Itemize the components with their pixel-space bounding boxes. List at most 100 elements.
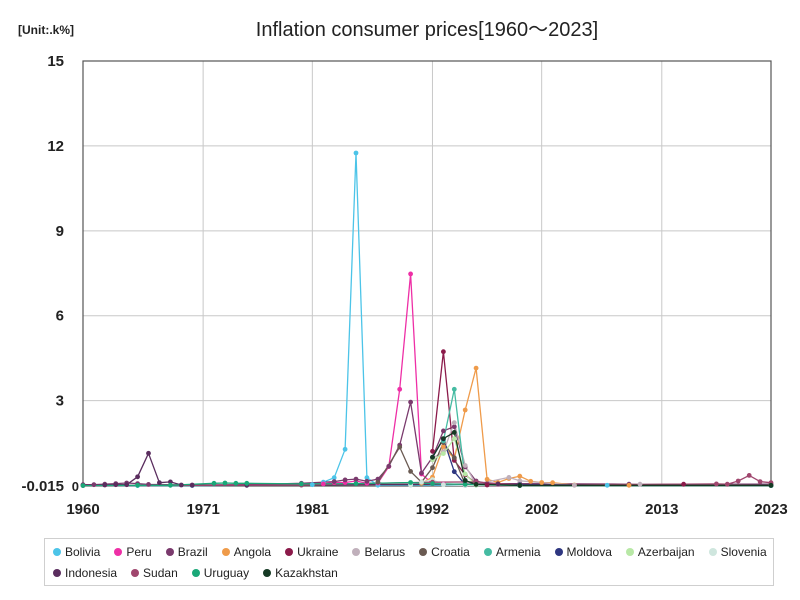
data-point-ukraine bbox=[681, 481, 686, 487]
legend-marker bbox=[114, 547, 123, 556]
unit-label: [Unit:.k%] bbox=[18, 23, 74, 37]
data-point-uruguay bbox=[462, 482, 468, 487]
data-point-croatia bbox=[397, 444, 403, 450]
data-point-brazil bbox=[91, 482, 97, 488]
legend-label: Uruguay bbox=[203, 565, 250, 580]
data-point-indonesia bbox=[113, 482, 119, 488]
data-point-brazil bbox=[364, 478, 370, 484]
y-tick-label: 12 bbox=[47, 138, 64, 155]
data-point-uruguay bbox=[211, 480, 217, 486]
y-tick-label: 15 bbox=[47, 53, 64, 70]
data-point-brazil bbox=[441, 428, 446, 434]
legend-marker bbox=[285, 547, 294, 556]
data-point-croatia bbox=[451, 455, 457, 461]
x-tick-label: 2023 bbox=[754, 501, 787, 518]
legend-item-armenia: Armenia bbox=[483, 543, 541, 560]
x-tick-label: 1971 bbox=[186, 501, 219, 518]
legend-marker bbox=[221, 547, 230, 556]
data-point-croatia bbox=[430, 465, 435, 471]
legend-label: Brazil bbox=[177, 544, 208, 559]
data-point-bolivia bbox=[353, 150, 359, 156]
x-tick-label: 2013 bbox=[645, 501, 678, 518]
data-point-kazakhstan bbox=[430, 454, 435, 460]
legend-item-kazakhstan: Kazakhstan bbox=[263, 564, 338, 581]
x-tick-label: 1960 bbox=[66, 501, 99, 518]
legend-label: Sudan bbox=[143, 565, 178, 580]
data-point-bolivia bbox=[342, 446, 348, 452]
data-point-uruguay bbox=[233, 480, 239, 486]
legend-label: Kazakhstan bbox=[275, 565, 338, 580]
data-point-croatia bbox=[375, 479, 381, 485]
legend-item-bolivia: Bolivia bbox=[53, 543, 100, 560]
data-point-angola bbox=[550, 480, 555, 486]
legend-marker bbox=[419, 547, 428, 556]
data-point-uruguay bbox=[353, 481, 359, 486]
data-point-belarus bbox=[451, 420, 457, 426]
data-point-sudan bbox=[714, 481, 719, 487]
data-point-armenia bbox=[451, 386, 457, 392]
legend-item-moldova: Moldova bbox=[554, 543, 612, 560]
data-point-sudan bbox=[757, 479, 763, 484]
legend-item-peru: Peru bbox=[114, 543, 152, 560]
data-point-brazil bbox=[331, 479, 337, 484]
legend-label: Azerbaijan bbox=[637, 544, 695, 559]
legend-label: Indonesia bbox=[65, 565, 118, 580]
data-point-peru bbox=[320, 481, 326, 487]
data-point-indonesia bbox=[189, 482, 195, 488]
legend-marker bbox=[191, 568, 200, 577]
legend-label: Ukraine bbox=[297, 544, 339, 559]
data-point-indonesia bbox=[157, 480, 162, 486]
data-point-brazil bbox=[342, 477, 348, 483]
data-point-brazil bbox=[353, 476, 359, 482]
data-point-brazil bbox=[146, 482, 151, 487]
y-tick-label: 6 bbox=[56, 308, 64, 325]
data-point-ukraine bbox=[430, 448, 435, 454]
data-point-sudan bbox=[724, 481, 730, 487]
data-point-angola bbox=[517, 473, 523, 479]
legend-marker bbox=[352, 547, 361, 556]
data-point-brazil bbox=[451, 424, 457, 430]
data-point-belarus bbox=[462, 463, 468, 468]
data-point-angola bbox=[441, 444, 446, 449]
data-point-croatia bbox=[408, 469, 413, 474]
y-tick-label: 9 bbox=[56, 223, 64, 240]
data-point-belarus bbox=[572, 482, 577, 488]
legend-marker bbox=[483, 547, 492, 556]
legend-item-croatia: Croatia bbox=[419, 543, 470, 560]
legend-marker bbox=[625, 547, 634, 556]
data-point-uruguay bbox=[299, 481, 304, 487]
data-point-indonesia bbox=[178, 482, 184, 488]
data-point-angola bbox=[626, 482, 632, 488]
data-point-uruguay bbox=[168, 482, 173, 488]
legend-label: Armenia bbox=[495, 544, 541, 559]
legend-item-sudan: Sudan bbox=[131, 564, 178, 581]
data-point-belarus bbox=[637, 481, 643, 487]
data-point-angola bbox=[462, 407, 468, 413]
legend-label: Croatia bbox=[431, 544, 470, 559]
data-point-azerbaijan bbox=[462, 471, 468, 477]
data-point-indonesia bbox=[135, 474, 141, 480]
x-tick-label: 1981 bbox=[296, 501, 329, 518]
data-point-bolivia bbox=[331, 475, 337, 481]
legend-items: Bolivia Peru Brazil Angola Ukraine Belarus Cro… bbox=[53, 543, 767, 581]
data-point-moldova bbox=[451, 469, 457, 475]
data-point-azerbaijan bbox=[451, 436, 457, 441]
data-point-ukraine bbox=[441, 349, 446, 355]
chart-title: Inflation consumer prices[1960～2023] bbox=[256, 19, 598, 41]
legend-marker bbox=[263, 568, 272, 577]
legend-marker bbox=[53, 547, 61, 556]
data-point-kazakhstan bbox=[441, 436, 446, 441]
legend-label: Angola bbox=[233, 544, 272, 559]
legend-item-angola: Angola bbox=[221, 543, 272, 560]
legend-label: Bolivia bbox=[65, 544, 101, 559]
y-tick-label: 3 bbox=[56, 393, 64, 410]
data-point-indonesia bbox=[146, 450, 151, 456]
legend-item-belarus: Belarus bbox=[352, 543, 405, 560]
data-point-slovenia bbox=[441, 482, 446, 488]
data-point-uruguay bbox=[135, 482, 141, 488]
data-point-uruguay bbox=[408, 480, 413, 485]
data-point-belarus bbox=[517, 478, 523, 484]
data-point-kazakhstan bbox=[473, 482, 479, 487]
x-tick-label: 1992 bbox=[416, 501, 449, 518]
